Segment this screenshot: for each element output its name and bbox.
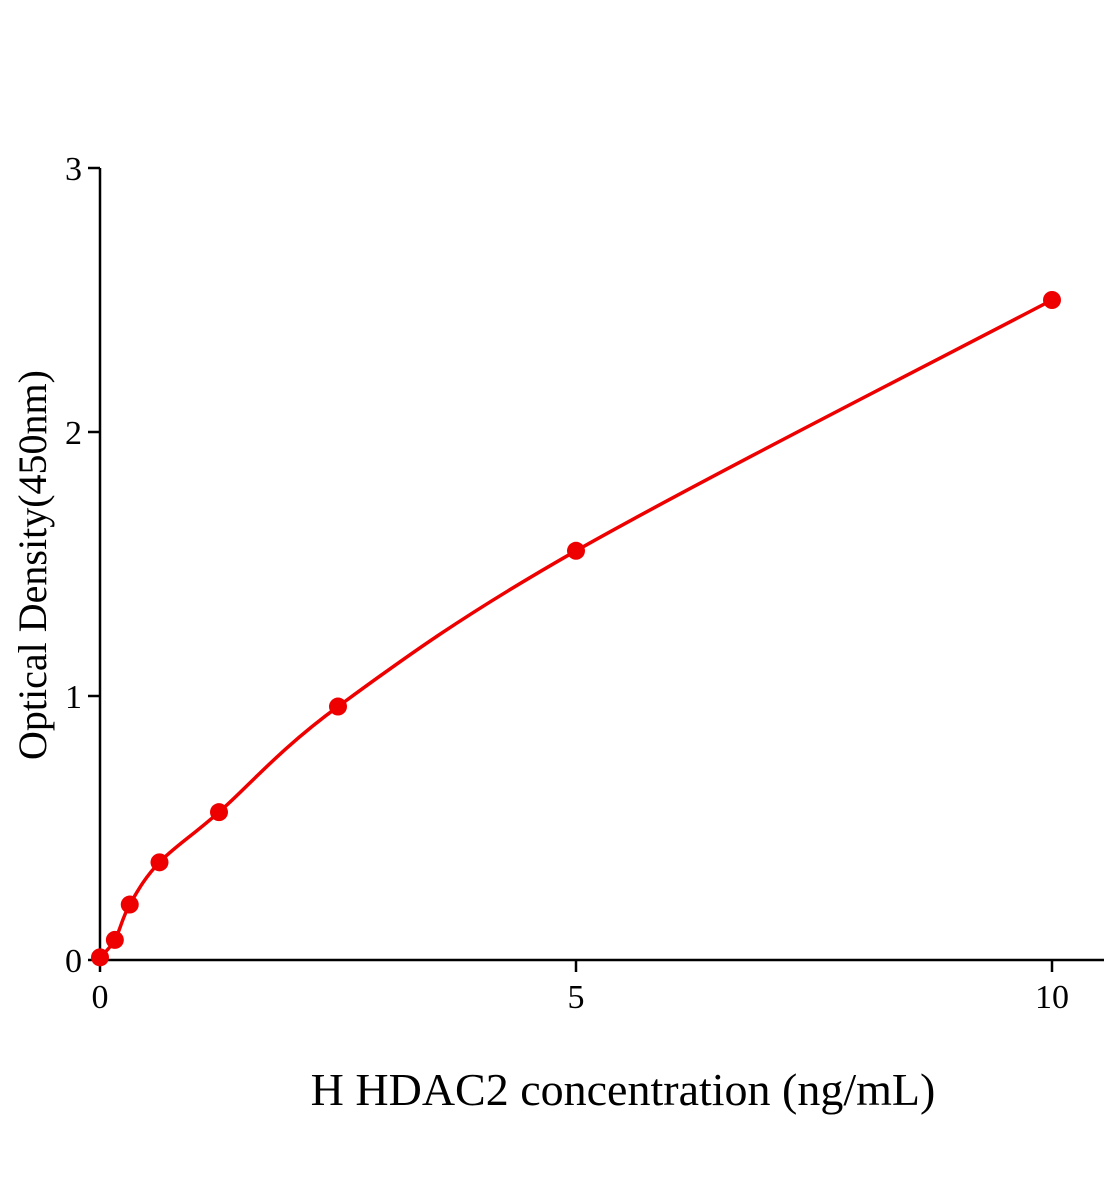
data-point <box>1043 291 1061 309</box>
x-tick-label: 10 <box>1035 979 1069 1016</box>
y-tick-label: 3 <box>65 151 82 188</box>
x-tick-label: 5 <box>568 979 585 1016</box>
data-point <box>150 853 169 872</box>
y-axis-label: Optical Density(450nm) <box>10 370 55 760</box>
data-points <box>91 291 1061 967</box>
x-tick-label: 0 <box>92 979 109 1016</box>
fit-curve <box>98 298 1053 959</box>
data-point <box>567 541 585 560</box>
data-point <box>329 697 347 716</box>
data-point <box>105 930 124 949</box>
y-tick-label: 1 <box>65 679 82 716</box>
data-point <box>210 803 228 822</box>
y-tick-label: 2 <box>65 415 82 452</box>
data-point <box>91 948 109 967</box>
y-tick-label: 0 <box>65 943 82 980</box>
x-axis-label: H HDAC2 concentration (ng/mL) <box>311 1064 936 1115</box>
axes: 0 1 2 3 0 5 10 <box>65 151 1104 1016</box>
data-point <box>120 895 139 914</box>
